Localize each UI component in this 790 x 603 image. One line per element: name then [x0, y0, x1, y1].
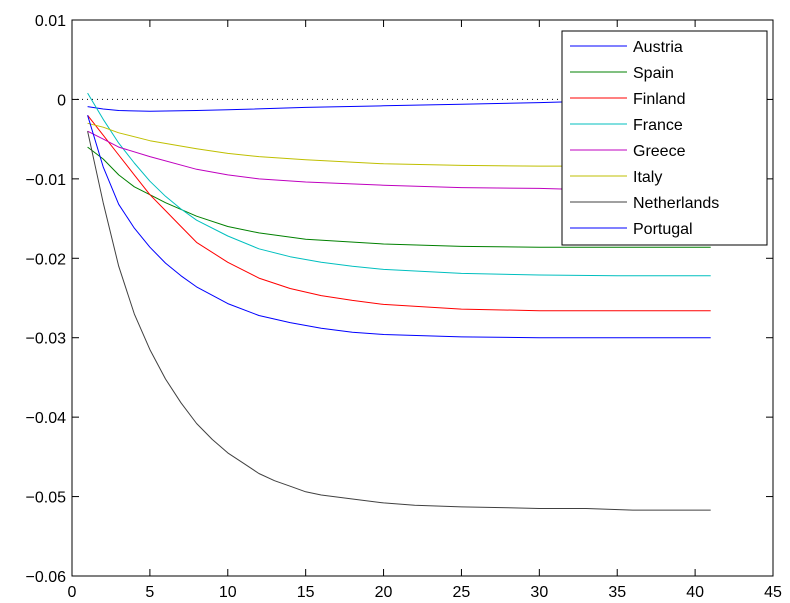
legend-label-france: France	[633, 117, 683, 134]
legend-label-netherlands: Netherlands	[633, 195, 719, 212]
series-layer	[87, 92, 711, 511]
series-line-france	[87, 92, 711, 277]
x-tick-label: 35	[608, 584, 626, 601]
legend-label-greece: Greece	[633, 143, 686, 160]
x-tick-label: 45	[764, 584, 782, 601]
legend-label-spain: Spain	[633, 65, 674, 82]
x-tick-label: 5	[145, 584, 154, 601]
x-tick-label: 0	[68, 584, 77, 601]
legend-label-finland: Finland	[633, 91, 685, 108]
y-tick-label: −0.05	[26, 490, 67, 507]
series-line-austria	[87, 101, 571, 112]
legend-label-austria: Austria	[633, 39, 683, 56]
x-tick-label: 20	[375, 584, 393, 601]
series-line-netherlands	[87, 131, 711, 511]
series-line-greece	[87, 130, 571, 190]
series-line-italy	[87, 122, 571, 167]
y-tick-label: −0.02	[26, 251, 67, 268]
x-tick-label: 10	[219, 584, 237, 601]
legend-box	[561, 30, 768, 246]
y-tick-label: −0.06	[26, 569, 67, 586]
y-tick-label: −0.04	[26, 410, 67, 427]
axis-ticks: 0 5 10 15 20 25 30 35 40 45 −0.06 −0.05 −0.04 −0.03 −0…	[26, 13, 782, 601]
legend-label-portugal: Portugal	[633, 221, 693, 238]
y-tick-label: −0.01	[26, 172, 67, 189]
y-tick-label: −0.03	[26, 331, 67, 348]
legend: Austria Spain Finland France Greece Italy Neth…	[561, 30, 768, 246]
series-line-finland	[87, 114, 711, 312]
x-tick-label: 30	[530, 584, 548, 601]
x-tick-label: 15	[297, 584, 315, 601]
x-tick-label: 25	[453, 584, 471, 601]
y-tick-label: 0	[57, 92, 66, 109]
legend-label-italy: Italy	[633, 169, 662, 186]
series-line-spain	[87, 146, 711, 248]
x-tick-label: 40	[686, 584, 704, 601]
y-tick-label: 0.01	[35, 13, 66, 30]
series-line-portugal	[87, 115, 711, 339]
